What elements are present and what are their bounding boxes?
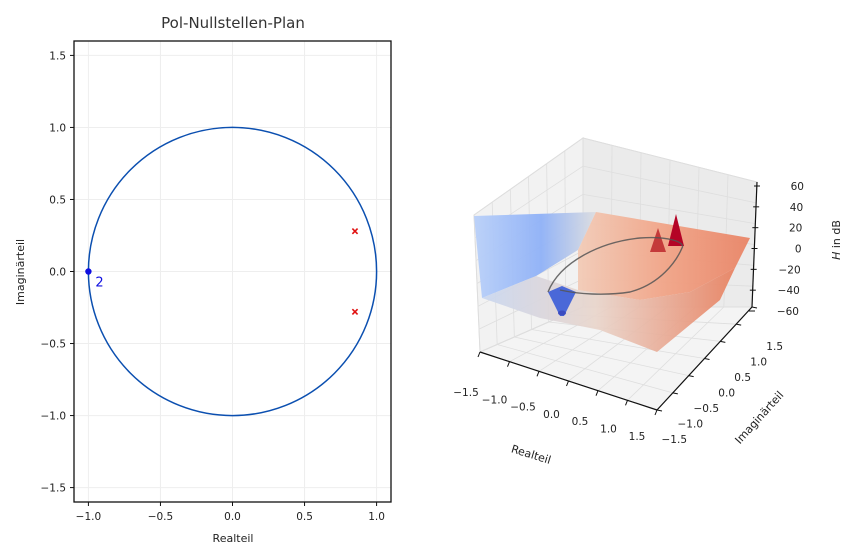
x-tick-label-3d: 1.0 [600,424,617,436]
surface-front [482,268,735,352]
left-y-tick-label: 1.0 [49,122,66,134]
surface-unit-circle [547,236,684,295]
left-x-tick-label: −1.0 [76,511,102,523]
surface-back-red [578,212,750,300]
x-tick-3d [477,351,481,358]
zero-dip-base [558,310,566,316]
x-tick-3d [595,390,599,396]
z-tick-label-3d: −60 [777,306,799,318]
pole-zero-chart: Pol-Nullstellen-Plan −1.0 −0.5 0.0 0.5 1.0 1… [14,14,392,545]
zero-dip [548,286,576,316]
x-tick-3d [654,409,658,416]
pole-peak-1 [650,228,666,252]
x-tick-label-3d: 0.5 [572,416,589,428]
y-tick-3d [736,323,742,326]
z-axis-label-3d: H in dB [830,220,843,260]
y-tick-label-3d: −0.5 [694,403,720,415]
z-tick-label-3d: 40 [790,202,803,214]
pole-peak-2 [668,214,684,246]
y-tick-label-3d: −1.0 [678,419,704,431]
left-grid [74,41,391,502]
z-tick-label-3d: −20 [778,264,800,276]
pole-marker [351,227,359,235]
z-tick-label-3d: −40 [778,285,800,297]
left-x-tick-label: −0.5 [148,511,174,523]
x-tick-label-3d: 1.5 [629,431,646,443]
x-ticks-3d: −1.5−1.0−0.5 0.0 0.5 1.0 1.5 [453,351,658,443]
y-tick-label-3d: 0.0 [718,388,735,400]
y-tick-3d [656,409,663,412]
x-tick-label-3d: −1.5 [453,387,479,399]
y-tick-3d [672,392,678,395]
surface [474,212,750,352]
x-axis-label-3d: Realteil [510,442,553,466]
z-axis-label-symbol: H [830,252,843,260]
left-x-axis-label: Realteil [213,532,254,545]
zero-marker [85,268,92,275]
x-tick-3d [536,371,540,377]
left-chart-title: Pol-Nullstellen-Plan [161,14,305,32]
z-tick-label-3d: 0 [795,244,802,256]
x-tick-3d [507,361,510,367]
z-ticks-3d: 60 40 20 0 −20 −40 −60 [749,181,804,318]
left-y-tick-label: 0.0 [49,267,66,279]
y-tick-3d [720,340,726,343]
zero-multiplicity-label: 2 [95,276,103,291]
y-tick-label-3d: 0.5 [734,372,751,384]
y-axis-label-3d: Imaginärteil [732,389,786,447]
pole-marker [351,308,359,316]
left-y-ticks: 1.5 1.0 0.5 0.0 −0.5 −1.0 −1.5 [41,50,74,495]
left-x-ticks: −1.0 −0.5 0.0 0.5 1.0 [76,502,385,523]
left-marks: 2 [85,227,359,316]
x-tick-label-3d: 0.0 [543,409,560,421]
x-tick-label-3d: −1.0 [482,394,508,406]
left-y-tick-label: −0.5 [41,339,67,351]
left-y-axis-label: Imaginärteil [14,239,27,305]
y-tick-3d [751,306,758,309]
left-y-tick-label: −1.0 [41,411,67,423]
y-ticks-3d: 1.5 1.0 0.5 0.0 −0.5 −1.0 −1.5 [656,306,783,446]
left-y-tick-label: 0.5 [49,194,66,206]
y-tick-label-3d: −1.5 [662,434,688,446]
left-y-tick-label: 1.5 [49,50,66,62]
y-tick-3d [704,358,710,360]
surface-back-blue [474,212,596,298]
x-tick-label-3d: −0.5 [510,402,536,414]
y-tick-label-3d: 1.0 [750,357,767,369]
z-axis-label-unit: in dB [830,220,843,252]
left-y-tick-label: −1.5 [41,483,67,495]
left-x-tick-label: 0.0 [224,511,241,523]
left-x-tick-label: 0.5 [296,511,313,523]
z-axis-line [751,181,758,308]
left-x-tick-label: 1.0 [368,511,385,523]
y-tick-3d [688,375,694,378]
x-tick-3d [625,400,628,406]
z-tick-label-3d: 20 [789,223,802,235]
x-tick-3d [566,380,569,387]
magnitude-surface-chart: −1.5−1.0−0.50.00.51.01.5 1.51.00.50.0−0.… [453,137,843,467]
y-tick-label-3d: 1.5 [766,341,783,353]
z-tick-label-3d: 60 [791,181,804,193]
